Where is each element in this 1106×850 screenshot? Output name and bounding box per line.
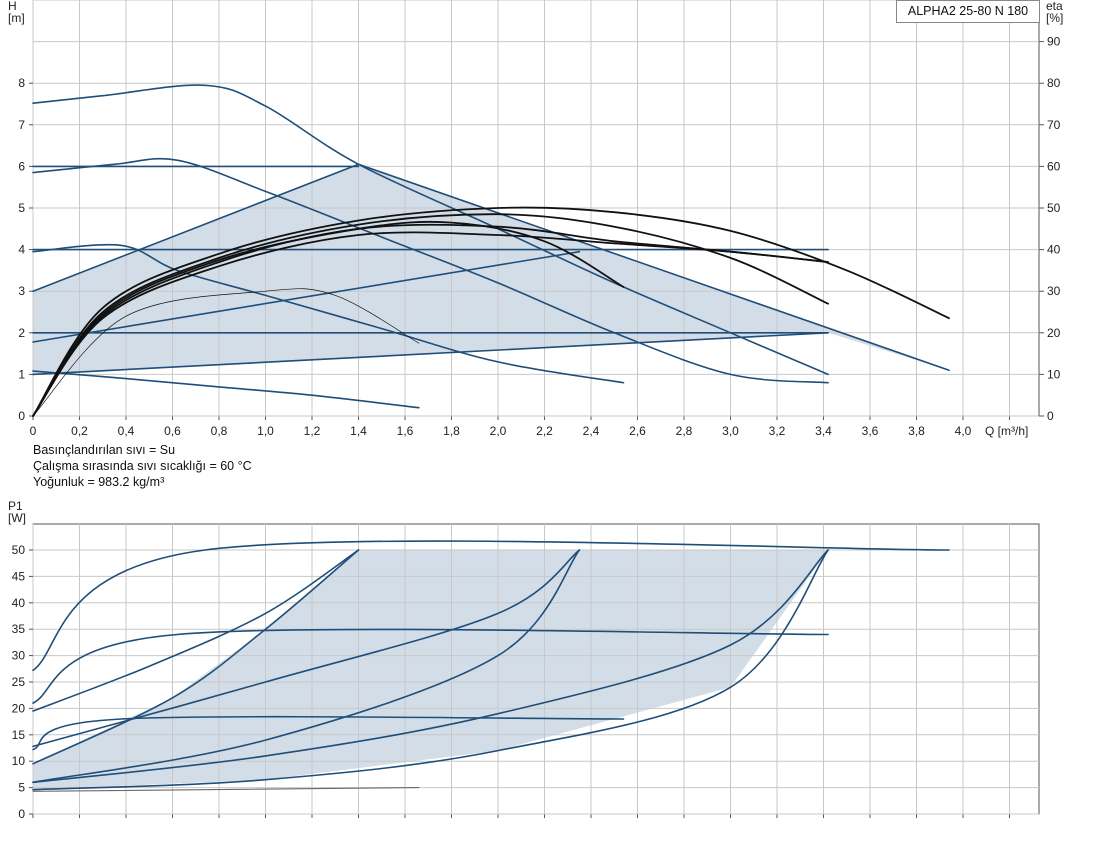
qh-x-tick-label: 2,0: [490, 424, 507, 438]
p1-series-4: [32, 549, 360, 712]
qh-series-16: [32, 231, 829, 417]
qh-y2-tick-label: 50: [1047, 201, 1061, 215]
qh-x-tick-label: 3,6: [862, 424, 879, 438]
qh-y-tick-label: 0: [18, 409, 25, 423]
qh-y2-tick-label: 70: [1047, 118, 1061, 132]
qh-x-axis-title: Q [m³/h]: [985, 424, 1028, 438]
p1-series-2: [32, 628, 829, 704]
qh-series-4: [32, 370, 420, 409]
qh-x-tick-label: 3,0: [722, 424, 739, 438]
qh-series-10: [32, 250, 581, 343]
qh-y-axis-title: H: [8, 0, 17, 13]
qh-x-tick-label: 1,8: [443, 424, 460, 438]
qh-x-tick-label: 0,8: [211, 424, 228, 438]
qh-x-tick-label: 1,6: [397, 424, 414, 438]
qh-x-tick-label: 0,6: [164, 424, 181, 438]
p1-y-tick-label: 45: [12, 569, 26, 583]
qh-x-tick-label: 1,2: [304, 424, 321, 438]
qh-series-9: [32, 332, 829, 376]
qh-series-17: [32, 288, 420, 417]
temperature-info-line: Çalışma sırasında sıvı sıcaklığı = 60 °C: [33, 459, 252, 473]
qh-series-1: [32, 84, 829, 376]
p1-y-tick-label: 40: [12, 596, 26, 610]
qh-y2-tick-label: 60: [1047, 159, 1061, 173]
p1-operating-area: [33, 550, 829, 790]
qh-series-12: [32, 206, 950, 417]
p1-y-tick-label: 0: [18, 807, 25, 821]
qh-y-tick-label: 4: [18, 243, 25, 257]
qh-x-tick-label: 4,0: [955, 424, 972, 438]
qh-series-13: [32, 213, 829, 417]
qh-x-tick-label: 0,4: [118, 424, 135, 438]
qh-series-8: [32, 163, 360, 292]
qh-x-tick-label: 1,4: [350, 424, 367, 438]
p1-series-6: [32, 549, 581, 748]
qh-x-tick-label: 3,2: [769, 424, 786, 438]
qh-y-tick-label: 3: [18, 284, 25, 298]
qh-y-tick-label: 6: [18, 159, 25, 173]
qh-x-tick-label: 2,4: [583, 424, 600, 438]
p1-y-tick-label: 30: [12, 649, 26, 663]
qh-y-tick-label: 1: [18, 367, 25, 381]
qh-y2-tick-label: 10: [1047, 367, 1061, 381]
qh-operating-area: [33, 164, 949, 375]
qh-y-tick-label: 2: [18, 326, 25, 340]
p1-series-9: [32, 549, 829, 791]
p1-chart: 0 5 10 15 20 25 30 35 40 45 50 P1[W]: [8, 499, 1040, 821]
p1-y-tick-label: 20: [12, 701, 26, 715]
p1-series-8: [32, 549, 829, 784]
qh-y2-tick-label: 0: [1047, 409, 1054, 423]
qh-y2-tick-label: 90: [1047, 35, 1061, 49]
qh-x-tick-label: 2,6: [629, 424, 646, 438]
qh-x-tick-label: 2,8: [676, 424, 693, 438]
qh-y2-tick-label: 30: [1047, 284, 1061, 298]
qh-y-tick-label: 7: [18, 118, 25, 132]
model-label: ALPHA2 25-80 N 180: [896, 0, 1040, 23]
p1-y-tick-label: 10: [12, 754, 26, 768]
qh-series-11: [357, 163, 950, 371]
qh-y2-axis-title: eta: [1046, 0, 1063, 13]
qh-y2-tick-label: 40: [1047, 243, 1061, 257]
p1-y-tick-label: 35: [12, 622, 26, 636]
qh-y-axis-title: [m]: [8, 11, 25, 25]
qh-y2-tick-label: 80: [1047, 76, 1061, 90]
p1-y-axis-title: [W]: [8, 511, 26, 525]
qh-y-tick-label: 8: [18, 76, 25, 90]
p1-series-10: [32, 787, 420, 792]
qh-x-tick-label: 0: [30, 424, 37, 438]
p1-y-tick-label: 50: [12, 543, 26, 557]
density-info-line: Yoğunluk = 983.2 kg/m³: [33, 475, 165, 489]
qh-x-tick-label: 0,2: [71, 424, 88, 438]
p1-series-5: [32, 549, 360, 765]
p1-series-1: [32, 540, 950, 672]
qh-y2-tick-label: 20: [1047, 326, 1061, 340]
qh-x-tick-label: 2,2: [536, 424, 553, 438]
qh-series-2: [32, 157, 829, 384]
qh-y2-axis-title: [%]: [1046, 11, 1063, 25]
p1-series-3: [32, 715, 625, 751]
qh-x-tick-label: 3,8: [908, 424, 925, 438]
qh-y-tick-label: 5: [18, 201, 25, 215]
p1-y-axis-title: P1: [8, 499, 23, 513]
p1-y-tick-label: 25: [12, 675, 26, 689]
qh-x-tick-label: 3,4: [815, 424, 832, 438]
p1-series-7: [32, 549, 581, 784]
medium-info-line: Basınçlandırılan sıvı = Su: [33, 443, 176, 457]
qh-chart: 0 0,2 0,4 0,6 0,8 1,0 1,2 1,4 1,6 1,8 2,0 2,2 2,4 2,6…: [8, 0, 1063, 438]
p1-y-tick-label: 15: [12, 728, 26, 742]
qh-x-tick-label: 1,0: [257, 424, 274, 438]
p1-y-tick-label: 5: [18, 781, 25, 795]
